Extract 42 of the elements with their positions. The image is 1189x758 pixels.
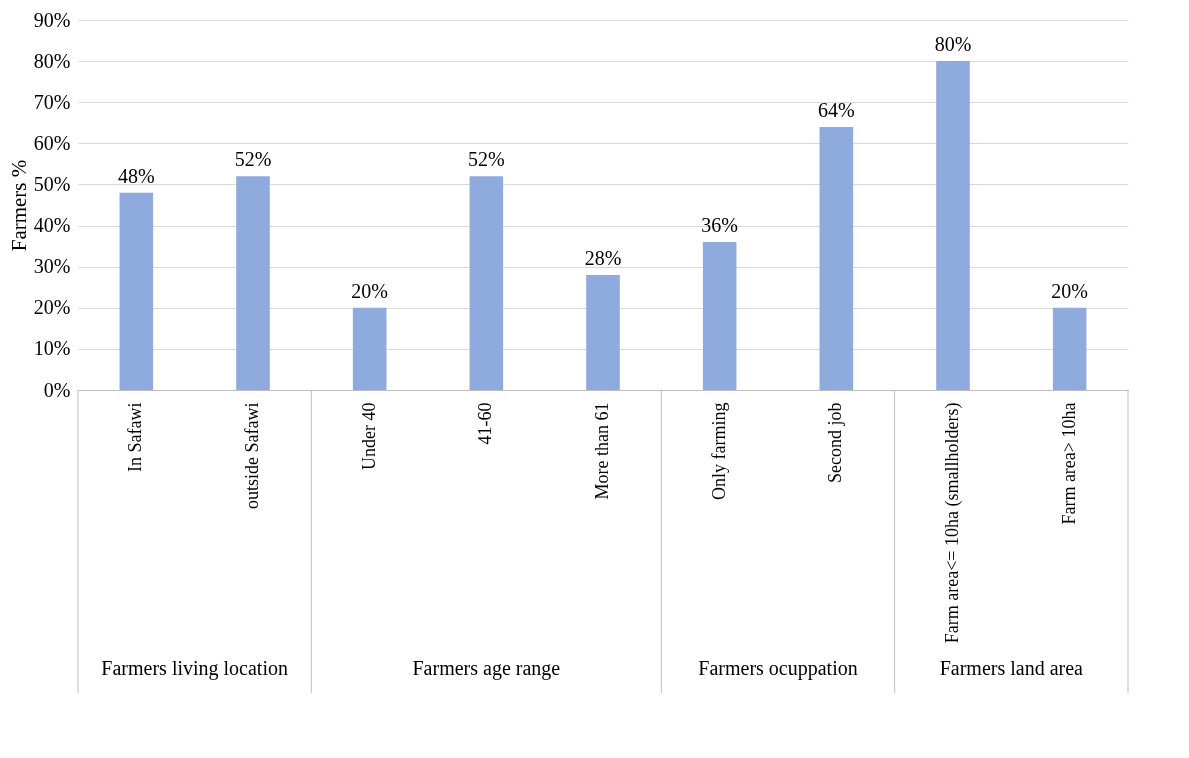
x-tick-label: In Safawi	[125, 402, 146, 472]
data-label: 52%	[468, 148, 505, 171]
data-label: 20%	[1051, 279, 1088, 302]
y-tick-label: 10%	[33, 337, 71, 360]
data-label: 48%	[118, 164, 155, 187]
bar	[352, 307, 387, 390]
data-label: 52%	[234, 148, 272, 171]
y-tick-label: 90%	[33, 8, 71, 31]
y-tick-label: 30%	[33, 255, 71, 278]
y-tick-label: 20%	[33, 296, 71, 319]
x-tick-label: Farm area> 10ha	[1058, 402, 1079, 525]
y-tick-label: 0%	[43, 378, 71, 401]
x-tick-label: Under 40	[358, 402, 379, 470]
x-tick-label: Second job	[825, 402, 846, 483]
data-label: 64%	[818, 98, 855, 121]
x-tick-label: More than 61	[592, 402, 612, 500]
y-tick-label: 50%	[33, 172, 71, 195]
data-label: 28%	[584, 246, 622, 269]
data-label: 20%	[351, 279, 388, 302]
y-tick-label: 60%	[33, 131, 71, 154]
x-tick-label: 41-60	[475, 402, 496, 445]
text: Farmers land area	[939, 657, 1084, 679]
bar	[469, 176, 504, 390]
text: Farmers age range	[412, 657, 561, 680]
data-label: 36%	[701, 214, 738, 236]
y-axis-title: Farmers %	[6, 159, 31, 252]
text: Farmers living location	[101, 657, 288, 680]
bar	[236, 176, 270, 390]
x-tick-label: outside Safawi	[242, 402, 262, 509]
bar	[1052, 307, 1087, 390]
bar	[119, 192, 154, 390]
bar	[936, 61, 970, 390]
bar	[819, 126, 854, 390]
y-tick-label: 80%	[33, 49, 71, 72]
text: Farmers ocuppation	[698, 657, 858, 680]
bar	[586, 274, 620, 390]
y-tick-label: 70%	[33, 90, 71, 113]
y-tick-label: 40%	[33, 214, 71, 237]
x-tick-label: Farm area<= 10ha (smallholders)	[942, 402, 963, 644]
data-label: 80%	[934, 33, 972, 56]
bar	[702, 242, 737, 390]
x-tick-label: Only farming	[708, 402, 729, 500]
